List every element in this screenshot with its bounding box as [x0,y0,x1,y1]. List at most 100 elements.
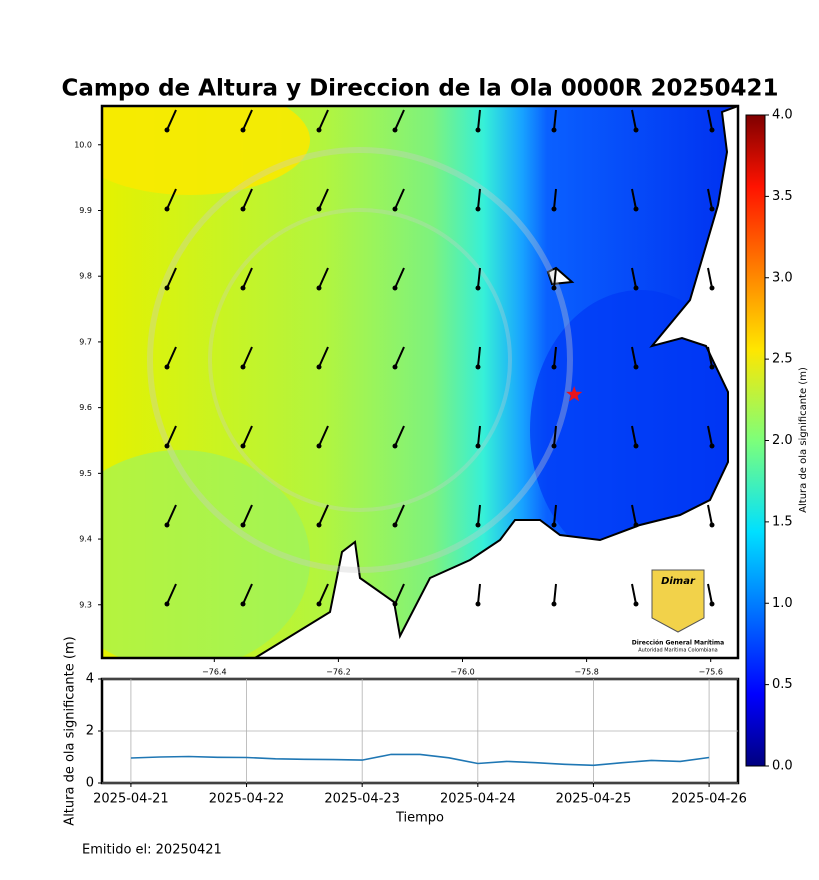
arrow-head [710,681,715,686]
arrow-head [316,285,322,291]
watermark [208,208,512,512]
arrow-head [475,522,481,528]
arrow-head [392,601,398,607]
colorbar-tick-label: 3.0 [772,270,793,285]
wave-direction-arrows [164,109,715,686]
arrow [318,267,329,289]
arrow-head [392,127,398,133]
y-tick-label: 10.0 [74,140,92,149]
arrow-head [393,681,398,686]
arrow-head [316,364,322,370]
arrow [166,504,177,526]
y-tick-label: 9.6 [79,403,92,412]
arrow-head [709,206,715,212]
series-line [130,753,710,767]
arrow [553,346,557,368]
arrow [477,188,481,210]
arrow [477,425,481,447]
y-tick-label: 9.9 [79,206,92,215]
arrow [166,425,177,447]
arrow-head [316,443,322,449]
title: Campo de Altura y Direccion de la Ola 00… [61,76,778,102]
logo: Dimar Dirección General Marítima Autorid… [632,569,724,654]
arrow-head [633,443,639,449]
arrow [707,188,713,210]
arrow-head [552,681,557,686]
arrow [553,267,557,289]
arrow [707,346,713,368]
arrow [242,267,253,289]
arrow [631,425,637,447]
arrow [318,109,329,131]
arrow-head [392,206,398,212]
arrow [166,109,177,131]
arrow-head [164,364,170,370]
arrow-head [240,206,246,212]
arrow-head [475,443,481,449]
arrow-head [316,127,322,133]
arrow-head [164,206,170,212]
arrow [707,504,713,526]
arrow [318,346,329,368]
arrow-head [551,127,557,133]
wave-field-high [102,106,310,195]
arrow-head [241,681,246,686]
arrow [477,267,481,289]
arrow [166,267,177,289]
y-tick-label: 0 [86,776,94,791]
arrow-head [164,127,170,133]
arrow [394,504,405,526]
x-tick-label: −76.2 [326,668,351,677]
arrow [477,504,481,526]
y-tick-label: 4 [86,672,94,687]
arrow-head [551,601,557,607]
arrow [318,583,329,605]
arrow-head [240,443,246,449]
arrow-head [551,364,557,370]
arrow-head [240,522,246,528]
logo-name: Dirección General Marítima [632,640,724,647]
arrow-head [633,522,639,528]
arrow-head [165,681,170,686]
x-tick-label: −75.8 [574,668,599,677]
arrow [242,504,253,526]
arrow-head [475,285,481,291]
arrow-head [551,285,557,291]
arrow-head [475,601,481,607]
arrow [318,504,329,526]
arrow [242,425,253,447]
colorbar-tick-label: 1.0 [772,596,793,611]
arrow-head [240,601,246,607]
x-tick-label: 2025-04-25 [556,792,632,807]
arrow [166,346,177,368]
arrow [631,583,637,605]
arrow-head [475,206,481,212]
arrow-head [633,206,639,212]
watermark [147,147,573,573]
colorbar-tick-label: 3.5 [772,189,793,204]
y-tick-label: 9.8 [79,272,92,281]
arrow-head [709,364,715,370]
arrow-head [164,443,170,449]
arrow [553,425,557,447]
arrow [477,583,481,605]
arrow [553,504,557,526]
arrow [242,346,253,368]
logo-shield [651,569,705,633]
arrow [553,188,557,210]
arrow-head [709,285,715,291]
arrow-head [709,127,715,133]
arrow-head [392,522,398,528]
arrow-head [240,285,246,291]
station-marker [566,386,583,402]
y-axis-label: Altura de ola significante (m) [63,636,78,825]
x-tick-label: 2025-04-22 [209,792,285,807]
arrow [242,583,253,605]
colorbar-tick-label: 2.5 [772,352,793,367]
footer: Emitido el: 20250421 [82,843,222,858]
arrow-head [316,206,322,212]
arrow [477,346,481,368]
arrow-head [475,127,481,133]
arrow [394,188,405,210]
